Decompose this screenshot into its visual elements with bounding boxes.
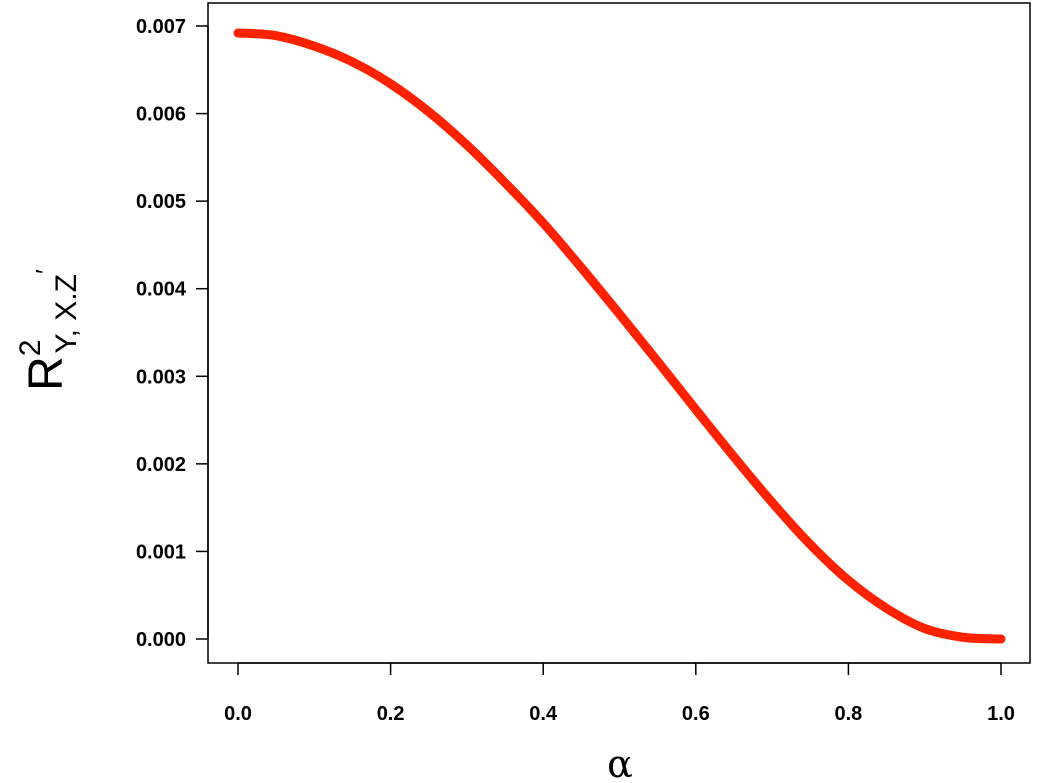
y-tick-label: 0.001 xyxy=(136,541,186,563)
x-tick-label: 0.6 xyxy=(682,703,710,725)
x-tick-label: 0.8 xyxy=(834,703,862,725)
plot-frame xyxy=(207,2,1031,664)
x-tick-label: 0.2 xyxy=(377,703,405,725)
x-tick-label: 0.0 xyxy=(224,703,252,725)
y-tick-label: 0.006 xyxy=(136,104,186,126)
y-axis-title: R2 Y, X.Z′ xyxy=(14,269,83,391)
x-axis-title: α xyxy=(607,742,633,783)
y-axis: 0.000 0.001 0.002 0.003 0.004 0.005 0.006 0.007 xyxy=(136,16,209,651)
y-axis-title-base: R xyxy=(20,356,73,391)
y-tick-label: 0.003 xyxy=(136,366,186,388)
x-tick-label: 1.0 xyxy=(987,703,1015,725)
y-axis-title-subscript: Y, X.Z xyxy=(50,274,83,353)
y-tick-label: 0.000 xyxy=(136,629,186,651)
series-line xyxy=(233,28,1006,644)
y-axis-title-prime: ′ xyxy=(30,269,60,274)
x-axis: 0.0 0.2 0.4 0.6 0.8 1.0 xyxy=(224,662,1015,725)
y-tick-label: 0.007 xyxy=(136,16,186,38)
y-tick-label: 0.005 xyxy=(136,191,186,213)
y-axis-title-superscript: 2 xyxy=(14,340,47,357)
y-tick-label: 0.002 xyxy=(136,454,186,476)
x-tick-label: 0.4 xyxy=(529,703,558,725)
y-tick-label: 0.004 xyxy=(136,279,187,301)
